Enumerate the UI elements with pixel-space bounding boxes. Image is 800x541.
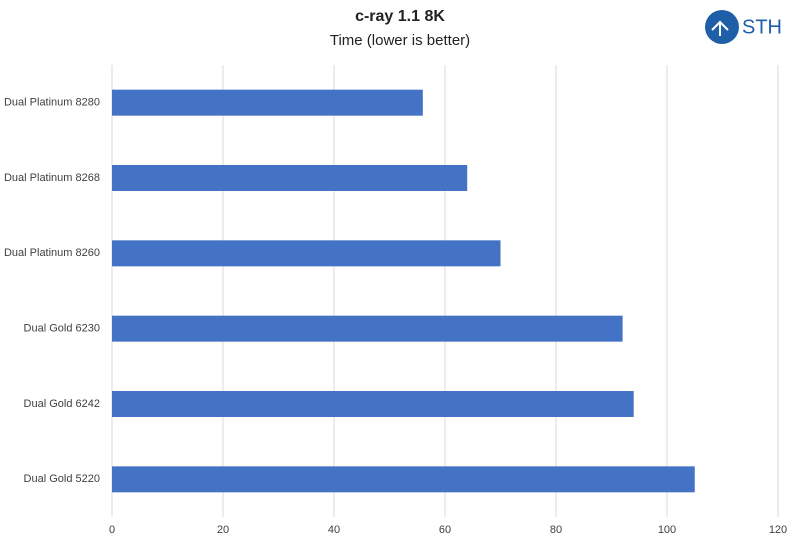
x-tick-label: 0 — [109, 524, 115, 536]
x-tick-label: 80 — [550, 524, 562, 536]
logo-text: STH — [742, 16, 782, 38]
x-tick-label: 20 — [217, 524, 229, 536]
bar — [112, 315, 623, 342]
bar — [112, 165, 468, 191]
logo-icon — [705, 10, 739, 44]
bar — [112, 391, 634, 417]
chart-subtitle: Time (lower is better) — [330, 32, 470, 49]
y-tick-label: Dual Gold 6230 — [24, 323, 100, 335]
x-tick-label: 100 — [658, 524, 676, 536]
y-tick-label: Dual Platinum 8280 — [4, 97, 100, 109]
x-tick-label: 60 — [439, 524, 451, 536]
y-tick-label: Dual Platinum 8260 — [4, 247, 100, 259]
bar — [112, 89, 423, 116]
logo-circuit — [711, 20, 729, 36]
chart-title: c-ray 1.1 8K — [355, 8, 445, 25]
y-tick-label: Dual Gold 6242 — [24, 398, 100, 410]
y-tick-label: Dual Gold 5220 — [24, 473, 100, 485]
bar — [112, 466, 695, 493]
x-tick-label: 120 — [769, 524, 787, 536]
logo: STH — [705, 10, 782, 44]
bar — [112, 240, 501, 267]
x-tick-label: 40 — [328, 524, 340, 536]
y-tick-label: Dual Platinum 8268 — [4, 172, 100, 184]
